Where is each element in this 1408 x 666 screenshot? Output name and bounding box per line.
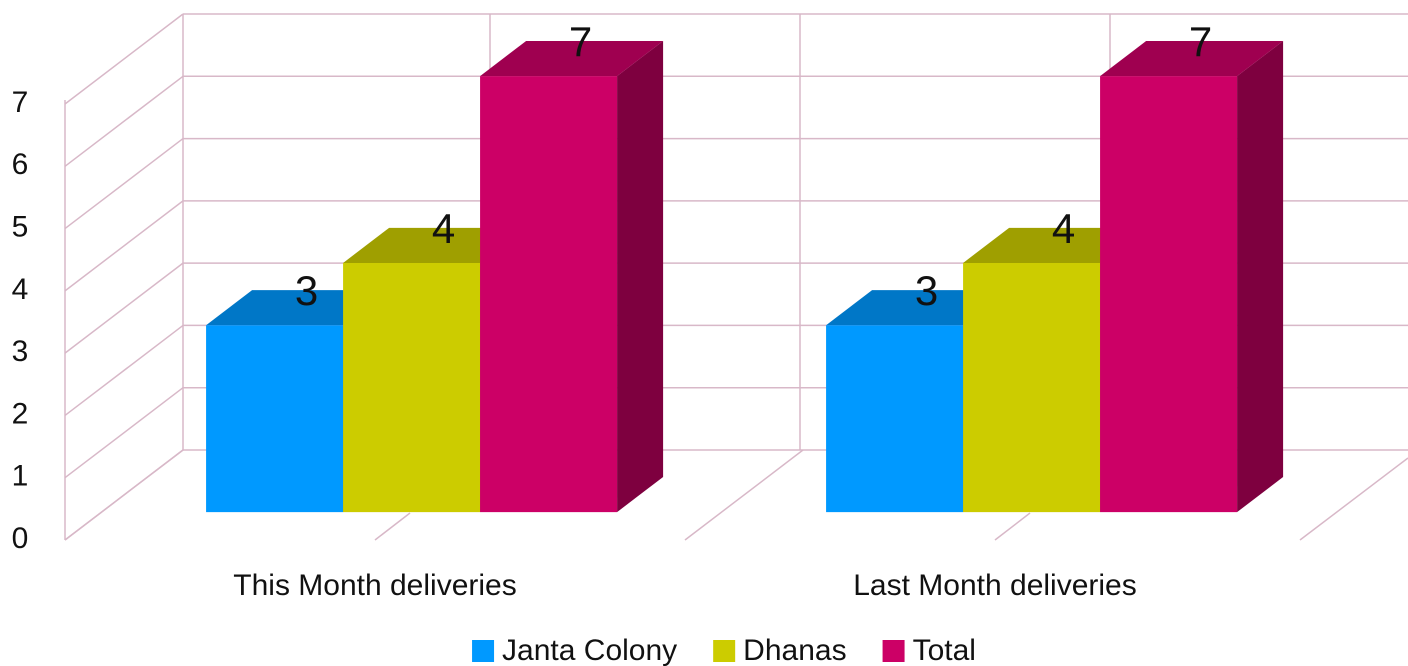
floor-divider	[994, 512, 1031, 541]
legend-swatch	[713, 640, 736, 662]
value-label: 4	[1052, 205, 1075, 252]
floor-divider	[374, 512, 411, 541]
legend-item: Total	[882, 634, 976, 666]
bar-front	[480, 76, 618, 513]
bar-top	[480, 41, 664, 77]
legend-label: Total	[913, 634, 976, 666]
y-tick-label: 0	[12, 522, 29, 555]
y-tick-label: 2	[12, 397, 29, 430]
bar-front	[963, 262, 1101, 513]
legend-swatch	[472, 640, 495, 662]
grid-line	[64, 449, 184, 541]
grid-line	[64, 13, 184, 105]
bar	[1100, 41, 1284, 513]
bar-top	[1100, 41, 1284, 77]
bar-front	[343, 262, 481, 513]
floor-divider	[684, 449, 804, 541]
floor-divider	[1299, 457, 1408, 541]
bar-front	[1100, 76, 1238, 513]
y-tick-label: 4	[12, 273, 29, 306]
grid-line	[64, 324, 184, 417]
grid-line	[64, 200, 184, 292]
value-label: 3	[295, 267, 318, 314]
legend-swatch	[882, 640, 905, 662]
grid-line	[64, 75, 184, 167]
bar-front	[206, 325, 344, 513]
y-tick-label: 1	[12, 460, 29, 493]
legend-item: Dhanas	[713, 634, 847, 666]
grid-line	[64, 262, 184, 354]
legend-label: Janta Colony	[502, 634, 677, 666]
legend-item: Janta Colony	[472, 634, 677, 666]
legend: Janta Colony Dhanas Total	[472, 634, 976, 666]
bar-side	[1237, 41, 1284, 513]
value-label: 7	[1189, 18, 1212, 65]
x-tick-label: Last Month deliveries	[853, 569, 1136, 602]
grid-line	[64, 387, 184, 479]
bar-side	[617, 41, 664, 513]
bar	[480, 41, 664, 513]
grid-line	[64, 137, 184, 230]
value-label: 7	[569, 18, 592, 65]
value-label: 3	[915, 267, 938, 314]
bar-front	[826, 325, 964, 513]
legend-label: Dhanas	[743, 634, 846, 666]
y-tick-label: 3	[12, 335, 29, 368]
y-tick-label: 6	[12, 148, 29, 181]
value-label: 4	[432, 205, 455, 252]
y-tick-label: 5	[12, 210, 29, 243]
y-tick-label: 7	[12, 86, 29, 119]
x-tick-label: This Month deliveries	[233, 569, 516, 602]
